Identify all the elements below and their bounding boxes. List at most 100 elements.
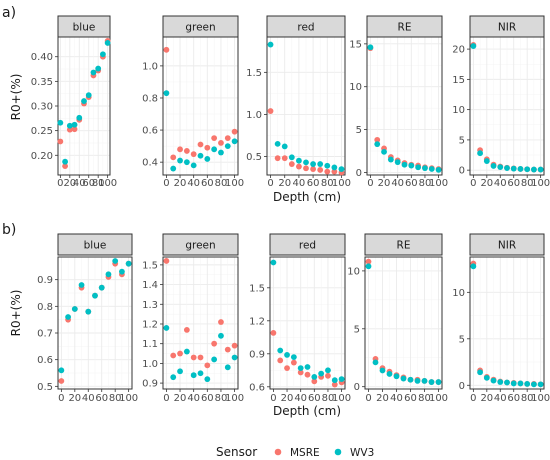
facet-a-nir-point-wv3	[517, 166, 524, 172]
facet-a-re-x-tick-label: 20	[378, 178, 391, 189]
facet-b-red-point-msre	[277, 357, 284, 364]
facet-a-blue-point-msre	[71, 126, 78, 133]
facet-b-red-point-wv3	[338, 376, 345, 382]
facet-a-nir-y-tick-label: 5	[459, 135, 465, 146]
facet-a-nir-y-tick-label: 0	[459, 166, 465, 177]
facet-b-blue-point-wv3	[98, 284, 105, 291]
facet-b-green-point-msre	[190, 354, 197, 361]
facet-a-green-point-msre	[177, 146, 183, 153]
facet-a-red-point-msre	[317, 167, 324, 173]
facet-a-re-x-tick-label: 80	[419, 178, 432, 189]
facet-b-green-point-wv3	[190, 372, 197, 379]
facet-b-re-x-tick-label: 20	[376, 393, 389, 404]
facet-a-blue-point-wv3	[81, 98, 87, 104]
facet-a-blue-point-wv3	[85, 92, 92, 99]
facet-b-re-x-tick-label: 60	[404, 393, 417, 404]
facet-b-green-point-msre	[231, 342, 238, 349]
facet-a-red-point-wv3	[288, 154, 295, 161]
facet-a-blue-point-wv3	[76, 114, 83, 121]
facet-a-red-strip-label: red	[297, 22, 314, 34]
facet-b-red-point-wv3	[290, 354, 297, 360]
facet-b-red-point-wv3	[297, 365, 304, 371]
facet-a-re-point-msre	[374, 136, 381, 143]
facet-a-green-point-wv3	[163, 90, 170, 97]
facet-b-green-point-msre	[224, 346, 231, 353]
facet-a-re-point-wv3	[387, 156, 394, 163]
facet-b-blue-point-msre	[58, 378, 65, 384]
facet-b-re-strip	[364, 233, 443, 256]
facet-a-blue-y-tick-label: 0.40	[31, 52, 53, 63]
facet-b-re-x-tick-label: 100	[429, 393, 448, 404]
facet-b-re-x-tick-label: 0	[365, 393, 371, 404]
facet-a-red-point-wv3	[324, 162, 331, 169]
facet-b-green-point-msre	[183, 326, 190, 333]
facet-b-blue-y-tick-label: 0.8	[37, 302, 53, 313]
facet-a-red-point-msre	[303, 165, 309, 172]
facet-a-green-point-msre	[231, 128, 238, 135]
facet-a-green-point-msre	[170, 154, 177, 161]
facet-a-red-x-tick-label: 60	[307, 178, 320, 189]
facet-a-green-x-tick-label: 100	[225, 178, 244, 189]
facet-b-nir-y-tick-label: 0	[459, 381, 465, 392]
facet-b-red-y-tick-label: 1.2	[249, 316, 265, 327]
facet-b-nir-point-wv3	[510, 380, 517, 387]
facet-a-nir-point-wv3	[510, 165, 517, 172]
facet-a-re-point-wv3	[394, 159, 401, 166]
facet-b-nir-point-wv3	[537, 381, 544, 388]
facet-a-blue-strip-label: blue	[73, 22, 96, 34]
facet-b-green-x-tick-label: 0	[163, 393, 169, 404]
facet-b-red-point-msre	[284, 365, 290, 371]
facet-b-blue-y-tick-label: 0.9	[37, 275, 53, 286]
facet-b-green-point-wv3	[204, 376, 211, 383]
facet-a-blue-point-wv3	[95, 65, 102, 72]
facet-a-red-point-wv3	[331, 164, 338, 171]
facet-a-red-y-tick-label: 0.5	[246, 152, 262, 163]
facet-a-red-border	[266, 36, 346, 176]
facet-b-red-x-tick-label: 80	[322, 393, 335, 404]
facet-a-blue-y-tick-label: 0.35	[31, 77, 53, 88]
facet-a-green-x-tick-label: 20	[174, 178, 187, 189]
facet-a-re-y-tick-label: 10	[349, 82, 362, 93]
facet-b-red-y-tick-label: 0.6	[249, 382, 265, 393]
facet-a-re-point-wv3	[415, 164, 422, 171]
facet-a-nir-y-tick-label: 20	[452, 45, 465, 56]
facet-a-nir-x-tick-label: 20	[480, 178, 493, 189]
facet-b-re-point-wv3	[372, 359, 379, 366]
facet-b-blue-strip	[57, 233, 133, 256]
facet-a-nir-point-wv3	[483, 158, 490, 164]
facet-a-red-point-msre	[267, 108, 274, 114]
facet-a-red-y-tick-label: 1.0	[246, 110, 262, 121]
facet-b-red-strip	[269, 233, 346, 256]
facet-b-blue-point-wv3	[92, 292, 98, 299]
facet-a-red-point-msre	[310, 166, 316, 173]
facet-a-nir-y-tick-label: 15	[452, 75, 465, 86]
facet-b-nir-point-wv3	[477, 369, 483, 376]
facet-b-blue-border	[57, 256, 133, 390]
facet-b-nir-point-wv3	[483, 374, 490, 381]
facet-b-re-point-wv3	[365, 263, 372, 270]
legend-label-wv3: WV3	[350, 447, 374, 459]
facet-a-green-y-tick-label: 1.0	[142, 61, 158, 72]
facet-b-green-point-wv3	[211, 356, 218, 363]
facet-a-green-y-tick-label: 0.4	[142, 158, 158, 169]
facet-a-green-point-wv3	[197, 152, 204, 159]
facet-a-red-x-tick-label: 80	[321, 178, 334, 189]
facet-a-blue-point-msre	[62, 163, 68, 170]
facet-b-re-point-msre	[365, 258, 372, 265]
facet-a-blue-point-wv3	[71, 121, 78, 128]
y-axis-title-b: R0+(%)	[9, 290, 23, 337]
facet-a-re-point-wv3	[408, 162, 415, 169]
facet-a-re-y-tick-label: 5	[356, 125, 362, 136]
facet-a-blue-point-wv3	[104, 40, 111, 46]
facet-b-green-point-wv3	[197, 370, 204, 377]
facet-a-green-strip-label: green	[185, 22, 215, 34]
facet-b-re-point-wv3	[400, 375, 407, 382]
facet-b-blue-point-wv3	[119, 268, 125, 275]
facet-a-blue-y-tick-label: 0.30	[31, 102, 53, 113]
facet-a-green-x-tick-label: 40	[187, 178, 200, 189]
facet-a-blue-y-tick-label: 0.25	[31, 126, 53, 137]
facet-a-green-point-msre	[204, 144, 211, 151]
facet-a-red-point-msre	[288, 161, 295, 167]
